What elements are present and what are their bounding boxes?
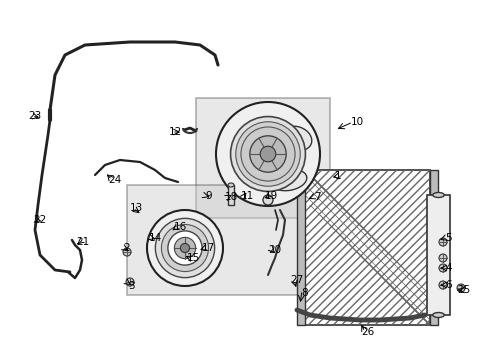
Text: 3: 3 — [127, 281, 134, 291]
Text: 24: 24 — [108, 175, 122, 185]
Circle shape — [147, 210, 223, 286]
Circle shape — [241, 127, 294, 181]
Text: 18: 18 — [224, 192, 237, 202]
Text: 13: 13 — [129, 203, 142, 213]
Text: 16: 16 — [173, 222, 186, 232]
Ellipse shape — [227, 183, 234, 187]
Circle shape — [438, 281, 446, 289]
Circle shape — [230, 117, 305, 192]
Text: 27: 27 — [290, 275, 303, 285]
Circle shape — [249, 136, 285, 172]
Text: 4: 4 — [445, 263, 451, 273]
Ellipse shape — [270, 169, 306, 191]
Text: 11: 11 — [240, 191, 253, 201]
Circle shape — [126, 278, 134, 286]
Ellipse shape — [432, 312, 443, 318]
Circle shape — [438, 254, 446, 262]
Circle shape — [174, 237, 195, 258]
Bar — [429, 170, 437, 325]
Text: 14: 14 — [148, 233, 162, 243]
Text: 6: 6 — [445, 280, 451, 290]
Text: 25: 25 — [456, 285, 469, 295]
Circle shape — [438, 238, 446, 246]
Text: 10: 10 — [350, 117, 363, 127]
Circle shape — [438, 264, 446, 272]
Text: 1: 1 — [334, 171, 341, 181]
Text: 7: 7 — [313, 192, 320, 202]
Bar — [296, 170, 305, 325]
Circle shape — [456, 284, 464, 292]
Bar — [127, 185, 302, 295]
Text: 21: 21 — [76, 237, 89, 247]
Circle shape — [260, 146, 275, 162]
Bar — [305, 170, 429, 325]
Circle shape — [216, 102, 319, 206]
Circle shape — [155, 219, 214, 278]
Text: 17: 17 — [201, 243, 214, 253]
Bar — [426, 195, 449, 315]
Bar — [227, 185, 234, 205]
Circle shape — [161, 224, 208, 271]
Text: 23: 23 — [28, 111, 41, 121]
Text: 20: 20 — [268, 245, 281, 255]
Text: 5: 5 — [445, 233, 451, 243]
Bar — [305, 170, 429, 325]
Text: 9: 9 — [205, 191, 212, 201]
Text: 12: 12 — [168, 127, 181, 137]
Ellipse shape — [432, 193, 443, 198]
Text: 8: 8 — [301, 288, 307, 298]
Circle shape — [263, 195, 272, 205]
Text: 19: 19 — [264, 191, 277, 201]
Text: 2: 2 — [123, 243, 130, 253]
Text: 22: 22 — [33, 215, 46, 225]
Ellipse shape — [281, 126, 311, 150]
Bar — [196, 98, 329, 218]
Text: 15: 15 — [186, 253, 199, 263]
Circle shape — [180, 243, 189, 253]
Circle shape — [235, 122, 300, 186]
Text: 26: 26 — [361, 327, 374, 337]
Circle shape — [123, 248, 131, 256]
Circle shape — [167, 231, 202, 265]
